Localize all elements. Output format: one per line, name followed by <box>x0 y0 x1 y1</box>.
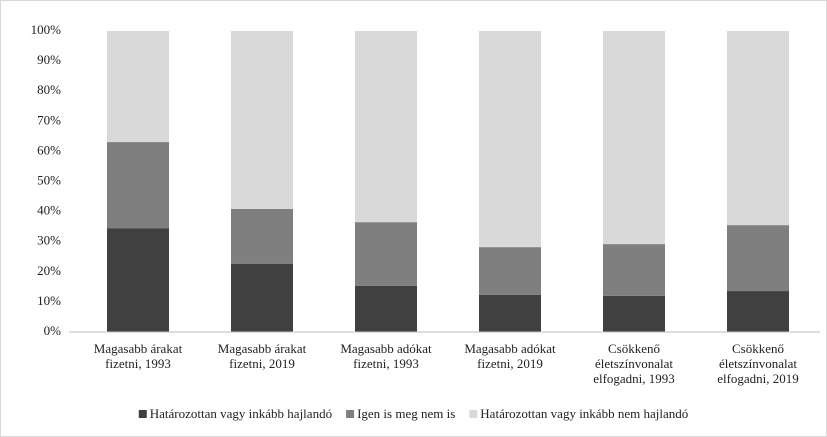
bar-segment <box>231 31 293 209</box>
y-tick-label: 30% <box>37 233 61 248</box>
y-tick-label: 60% <box>37 142 61 157</box>
bar-segment <box>727 291 789 332</box>
bar-segment <box>727 31 789 226</box>
legend-swatch <box>138 410 147 418</box>
bar-segment <box>479 247 541 295</box>
bar-segment <box>107 142 169 229</box>
y-tick-label: 100% <box>31 22 62 37</box>
x-tick-label: Magasabb adókat fizetni, 1993 <box>340 341 432 371</box>
x-tick-label: Magasabb árakat fizetni, 2019 <box>217 341 307 371</box>
legend-label: Határozottan vagy inkább hajlandó <box>150 406 332 421</box>
bar-segment <box>603 244 665 296</box>
bar-segment <box>355 222 417 286</box>
bar-segment <box>355 31 417 223</box>
legend-label: Határozottan vagy inkább nem hajlandó <box>480 406 688 421</box>
legend-swatch <box>469 410 478 418</box>
x-tick-label: Magasabb adókat fizetni, 2019 <box>464 341 556 371</box>
bar-segment <box>727 225 789 292</box>
y-tick-label: 50% <box>37 172 61 187</box>
y-tick-label: 80% <box>37 82 61 97</box>
bar-segment <box>107 31 169 143</box>
bar-segment <box>355 285 417 332</box>
bar-segment <box>107 228 169 332</box>
legend-label: Igen is meg nem is <box>357 406 455 421</box>
y-tick-label: 90% <box>37 52 61 67</box>
x-tick-label: Magasabb árakat fizetni, 1993 <box>93 341 183 371</box>
x-tick-label: Csökkenő életszínvonalat elfogadni, 1993 <box>593 341 675 386</box>
y-tick-label: 40% <box>37 203 61 218</box>
bar-segment <box>231 208 293 264</box>
y-tick-label: 70% <box>37 112 61 127</box>
y-tick-label: 0% <box>44 323 62 338</box>
y-tick-label: 20% <box>37 263 61 278</box>
bar-segment <box>231 263 293 332</box>
bar-segment <box>479 294 541 332</box>
y-tick-label: 10% <box>37 293 61 308</box>
bar-segment <box>603 31 665 245</box>
x-tick-label: Csökkenő életszínvonalat elfogadni, 2019 <box>717 341 799 386</box>
bar-segment <box>479 31 541 248</box>
bar-segment <box>603 295 665 332</box>
legend-swatch <box>346 410 355 418</box>
